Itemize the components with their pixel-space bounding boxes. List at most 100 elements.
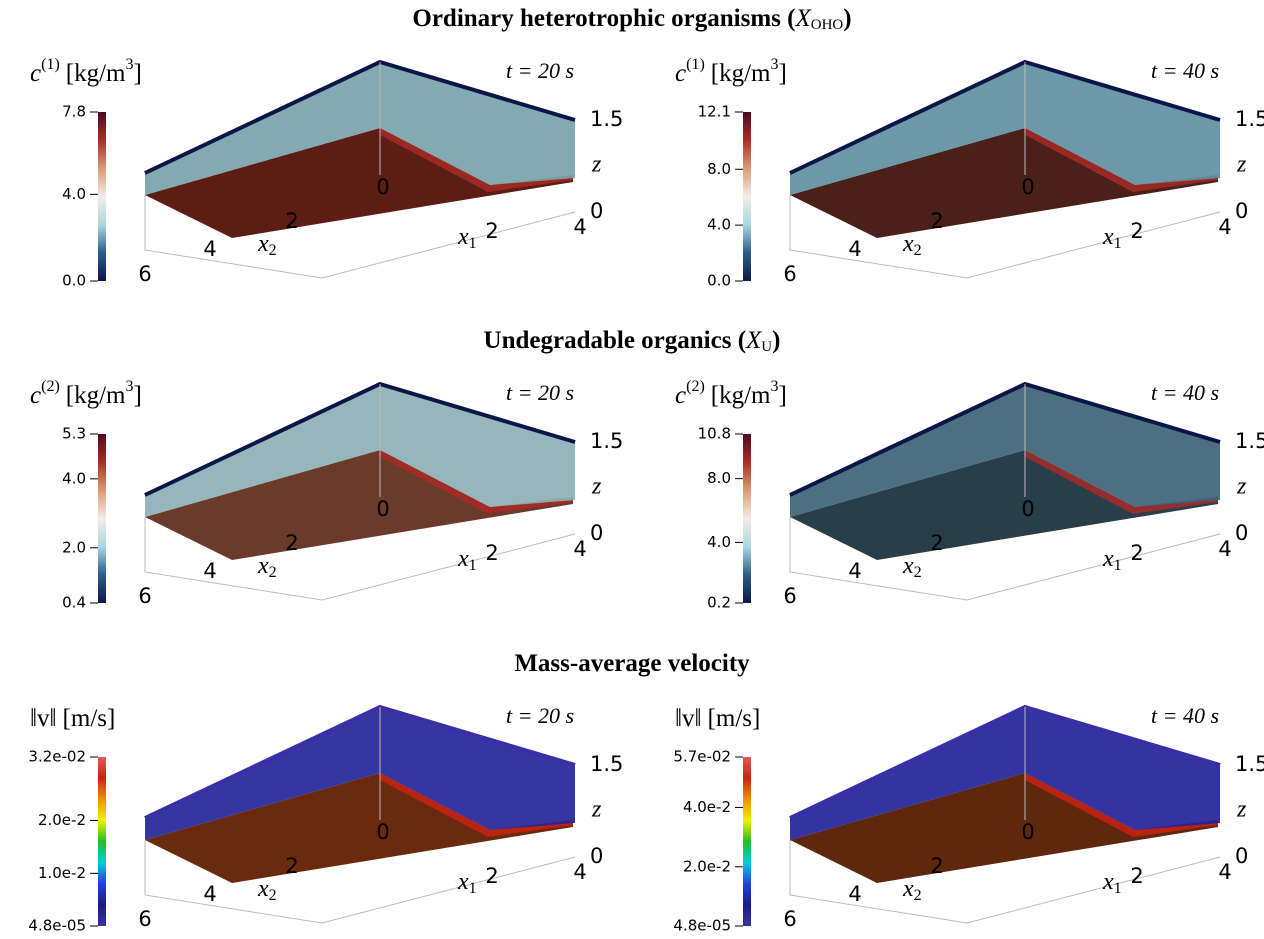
text-part: ]: [133, 382, 141, 409]
text-part: ‖v‖: [30, 705, 57, 732]
x1-tick-label: 4: [573, 215, 586, 239]
text-part: x: [902, 553, 914, 579]
panel: ‖v‖[m/s]t = 40 s02424601.5x1x2z4.8e-052.…: [673, 703, 1264, 934]
text-part: c: [675, 382, 686, 409]
x1-label: x1: [1102, 224, 1122, 252]
text-part: 3: [125, 378, 133, 395]
time-label: t = 20 s: [506, 380, 574, 405]
text-part: (1): [41, 56, 60, 73]
text-part: c: [675, 60, 686, 87]
text-part: [kg/m: [66, 60, 126, 87]
text-part: ]: [133, 60, 141, 87]
z-tick-label: 1.5: [1235, 429, 1264, 453]
colorbar-tick-label: 0.2: [707, 594, 731, 612]
text-part: Ordinary heterotrophic organisms (: [412, 5, 795, 32]
x2-tick-label: 6: [783, 262, 796, 286]
z-label: z: [1236, 474, 1247, 500]
text-part: x: [1102, 869, 1114, 895]
text-part: 1: [1114, 557, 1122, 574]
text-part: 2: [269, 242, 277, 259]
text-part: OHO: [811, 17, 844, 33]
colorbar-tick-label: 4.0: [62, 185, 86, 203]
colorbar: [98, 757, 106, 926]
section-title: Undegradable organics (XU): [484, 327, 781, 356]
colorbar-tick-label: 8.0: [707, 160, 731, 178]
colorbar-tick-label: 2.0: [62, 538, 86, 556]
colorbar-title: ‖v‖[m/s]: [675, 705, 760, 732]
colorbar-tick-label: 7.8: [62, 103, 86, 121]
z-label: z: [1236, 797, 1247, 823]
x1-tick-label: 0: [1021, 497, 1034, 521]
text-part: 3: [770, 56, 778, 73]
text-part: x: [257, 231, 269, 257]
x2-label: x2: [257, 231, 277, 259]
colorbar-tick-label: 1.0e-2: [38, 864, 86, 882]
z-label: z: [591, 797, 602, 823]
panel: c(2)[kg/m3]t = 40 s02424601.5x1x2z0.24.0…: [675, 378, 1264, 612]
colorbar-title: c(2) [kg/m3]: [30, 378, 142, 409]
x2-tick-label: 4: [848, 882, 861, 906]
z-label: z: [591, 152, 602, 178]
text-part: x: [457, 546, 469, 572]
colorbar: [743, 757, 751, 926]
text-part: x: [902, 231, 914, 257]
z-label: z: [591, 474, 602, 500]
text-part: ]: [778, 382, 786, 409]
z-tick-label: 0: [1235, 521, 1248, 545]
text-part: [m/s]: [63, 705, 116, 732]
x1-label: x1: [457, 224, 477, 252]
text-part: [kg/m: [711, 60, 771, 87]
text-part: x: [457, 869, 469, 895]
colorbar-tick-label: 0.4: [62, 594, 86, 612]
x1-label: x1: [1102, 546, 1122, 574]
time-label: t = 20 s: [506, 703, 574, 728]
z-tick-label: 1.5: [1235, 752, 1264, 776]
colorbar: [743, 434, 751, 603]
colorbar-tick-label: 10.8: [698, 425, 731, 443]
text-part: ): [843, 5, 851, 32]
z-tick-label: 0: [1235, 844, 1248, 868]
text-part: c: [30, 382, 41, 409]
colorbar: [98, 112, 106, 281]
x2-tick-label: 4: [203, 559, 216, 583]
colorbar-tick-label: 2.0e-2: [38, 811, 86, 829]
colorbar-tick-label: 4.8e-05: [673, 917, 731, 935]
section-title: Ordinary heterotrophic organisms (XOHO): [412, 5, 851, 34]
x2-tick-label: 6: [138, 262, 151, 286]
x1-tick-label: 4: [1218, 215, 1231, 239]
page: {"axes": {"x1_label": "x", "x1_sub": "1"…: [0, 0, 1264, 939]
text-part: (1): [686, 56, 705, 73]
x2-tick-label: 2: [285, 209, 298, 233]
x2-tick-label: 6: [783, 907, 796, 931]
x1-tick-label: 0: [1021, 175, 1034, 199]
x2-tick-label: 4: [848, 559, 861, 583]
text-part: 3: [125, 56, 133, 73]
text-part: (2): [41, 378, 60, 395]
text-part: ]: [778, 60, 786, 87]
time-label: t = 40 s: [1151, 703, 1219, 728]
x2-tick-label: 6: [138, 584, 151, 608]
section-title: Mass-average velocity: [514, 650, 750, 677]
z-tick-label: 1.5: [590, 429, 623, 453]
colorbar-tick-label: 4.8e-05: [28, 917, 86, 935]
x2-tick-label: 6: [783, 584, 796, 608]
x2-label: x2: [902, 231, 922, 259]
x1-tick-label: 0: [376, 497, 389, 521]
text-part: c: [30, 60, 41, 87]
x2-label: x2: [902, 553, 922, 581]
text-part: 2: [914, 242, 922, 259]
text-part: 2: [914, 887, 922, 904]
x2-label: x2: [257, 876, 277, 904]
text-part: [kg/m: [66, 382, 126, 409]
text-part: U: [761, 339, 772, 355]
x1-tick-label: 2: [485, 219, 498, 243]
colorbar-title: c(1) [kg/m3]: [30, 56, 142, 87]
colorbar-tick-label: 8.0: [707, 469, 731, 487]
text-part: Mass-average velocity: [514, 650, 750, 677]
colorbar-title: c(1) [kg/m3]: [675, 56, 787, 87]
x1-tick-label: 4: [573, 537, 586, 561]
colorbar-tick-label: 4.0: [707, 533, 731, 551]
x1-tick-label: 4: [573, 860, 586, 884]
z-tick-label: 1.5: [590, 107, 623, 131]
z-tick-label: 0: [590, 521, 603, 545]
